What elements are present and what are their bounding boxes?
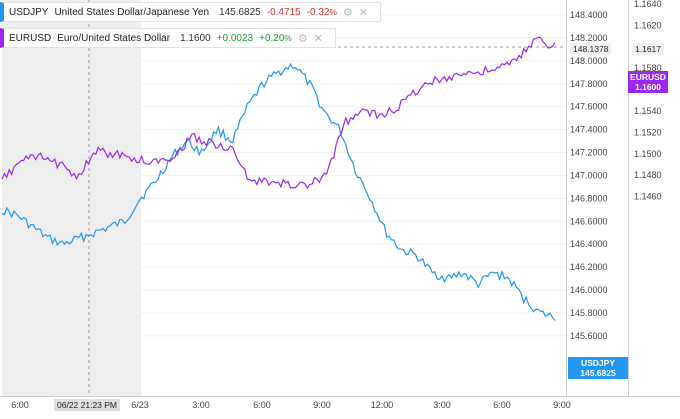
y-left-tick-label: 146.2000 [570, 262, 608, 272]
series-line-eurusd [1, 36, 556, 190]
close-icon[interactable]: ✕ [313, 32, 323, 45]
y-left-tick-label: 148.4000 [570, 10, 608, 20]
y-left-tick-label: 147.6000 [570, 102, 608, 112]
y-left-tick-label: 146.8000 [570, 193, 608, 203]
crosshair-time-label: 06/22 21:23 PM [54, 399, 121, 411]
y-left-tick-label: 146.0000 [570, 285, 608, 295]
y-right-tick-label: 1.1580 [634, 63, 662, 73]
close-icon[interactable]: ✕ [358, 6, 368, 19]
legend-eurusd[interactable]: EURUSD Euro/United States Dollar 1.1600 … [0, 28, 336, 48]
y-right-tick-label: 1.1500 [634, 149, 662, 159]
legend-change-pct: +0.20% [259, 32, 292, 44]
x-tick-label: 3:00 [433, 400, 451, 410]
x-tick-label: 9:00 [553, 400, 571, 410]
y-right-tick-label: 1.1540 [634, 106, 662, 116]
x-tick-label: 6:00 [253, 400, 271, 410]
usdjpy-price-tag: USDJPY 145.6825 [568, 357, 628, 379]
y-right-tick-label: 1.1620 [634, 20, 662, 30]
y-left-tick-label: 147.2000 [570, 148, 608, 158]
y-right-tick-label: 1.1480 [634, 170, 662, 180]
y-right-tick-label: 1.1520 [634, 127, 662, 137]
legend-name: United States Dollar/Japanese Yen [54, 6, 210, 18]
legend-name: Euro/United States Dollar [57, 32, 171, 44]
y-left-tick-label: 145.8000 [570, 308, 608, 318]
legend-symbol: USDJPY [9, 6, 49, 18]
y-left-tick-label: 146.4000 [570, 239, 608, 249]
eurusd-price-tag: EURUSD 1.1600 [628, 71, 668, 93]
legend-change: +0.0023 [216, 32, 254, 44]
legend-change-pct: -0.32% [306, 6, 337, 18]
x-tick-label: 12:00 [371, 400, 394, 410]
x-tick-label: 9:00 [313, 400, 331, 410]
y-left-tick-label: 147.4000 [570, 125, 608, 135]
settings-icon[interactable]: ⚙ [342, 6, 353, 19]
x-tick-label: 3:00 [192, 400, 210, 410]
x-tick-label: 6:00 [11, 400, 29, 410]
legend-usdjpy[interactable]: USDJPY United States Dollar/Japanese Yen… [0, 2, 381, 22]
x-tick-label: 6:00 [493, 400, 511, 410]
x-tick-label: 6/23 [131, 400, 149, 410]
crosshair-left-price: 148.1378 [570, 43, 612, 55]
y-left-tick-label: 145.6000 [570, 331, 608, 341]
y-right-tick-label: 1.1640 [634, 0, 662, 9]
y-left-tick-label: 148.0000 [570, 56, 608, 66]
crosshair-right-price: 1.1617 [632, 43, 664, 55]
y-left-tick-label: 147.0000 [570, 170, 608, 180]
settings-icon[interactable]: ⚙ [297, 32, 308, 45]
y-left-tick-label: 146.6000 [570, 216, 608, 226]
series-line-usdjpy [1, 62, 556, 321]
legend-price: 145.6825 [219, 6, 261, 18]
y-right-tick-label: 1.1460 [634, 192, 662, 202]
legend-change: -0.4715 [266, 6, 301, 18]
y-left-tick-label: 148.2000 [570, 33, 608, 43]
legend-symbol: EURUSD [9, 32, 52, 44]
legend-price: 1.1600 [180, 32, 211, 44]
y-left-tick-label: 147.8000 [570, 79, 608, 89]
